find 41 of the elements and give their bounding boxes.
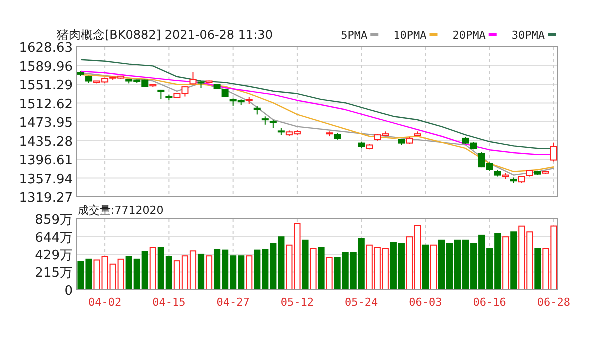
y-tick-label: 1357.94 bbox=[19, 172, 73, 188]
y-tick-label: 1551.29 bbox=[19, 78, 73, 94]
legend-label: 5PMA bbox=[341, 29, 368, 42]
x-tick-label: 06-03 bbox=[409, 296, 442, 309]
y-tick-label: 1589.96 bbox=[19, 60, 73, 75]
x-tick-label: 04-02 bbox=[88, 296, 122, 309]
y-tick-label: 1319.27 bbox=[19, 191, 73, 206]
x-tick-label: 04-15 bbox=[152, 296, 186, 309]
y-tick-label: 1396.61 bbox=[19, 154, 73, 168]
y-tick-label: 215万 bbox=[35, 266, 73, 282]
bar bbox=[310, 248, 317, 290]
y-tick-label: 429万 bbox=[35, 248, 73, 264]
chart-title: 猪肉概念[BK0882] 2021-06-28 11:30 bbox=[57, 28, 273, 42]
bar bbox=[502, 236, 510, 290]
y-tick-label: 859万 bbox=[35, 213, 73, 228]
x-tick-label: 05-12 bbox=[280, 296, 314, 309]
bar bbox=[246, 256, 253, 290]
bar bbox=[150, 247, 156, 290]
x-tick-label: 05-24 bbox=[345, 296, 379, 309]
bar bbox=[326, 257, 333, 290]
y-tick-label: 1473.95 bbox=[19, 116, 73, 131]
y-tick-label: 1435.28 bbox=[19, 134, 73, 150]
x-tick-label: 04-27 bbox=[216, 296, 250, 309]
y-tick-label: 0 bbox=[64, 284, 73, 299]
bar bbox=[206, 256, 213, 290]
legend-label: 30PMA bbox=[512, 29, 546, 42]
x-tick-label: 06-28 bbox=[537, 296, 571, 309]
bar bbox=[510, 232, 518, 290]
y-tick-label: 1512.62 bbox=[19, 97, 73, 112]
bar bbox=[422, 244, 430, 290]
y-tick-label: 644万 bbox=[35, 230, 73, 246]
legend-label: 20PMA bbox=[452, 29, 486, 42]
bar bbox=[318, 247, 325, 290]
bar bbox=[534, 248, 542, 290]
y-tick-label: 1628.63 bbox=[19, 41, 73, 56]
x-tick-label: 06-16 bbox=[473, 296, 506, 309]
legend-label: 10PMA bbox=[394, 29, 428, 42]
bar bbox=[198, 254, 205, 290]
bar bbox=[302, 240, 309, 290]
text: 成交量:7712020 bbox=[78, 204, 164, 217]
bar bbox=[430, 244, 438, 290]
